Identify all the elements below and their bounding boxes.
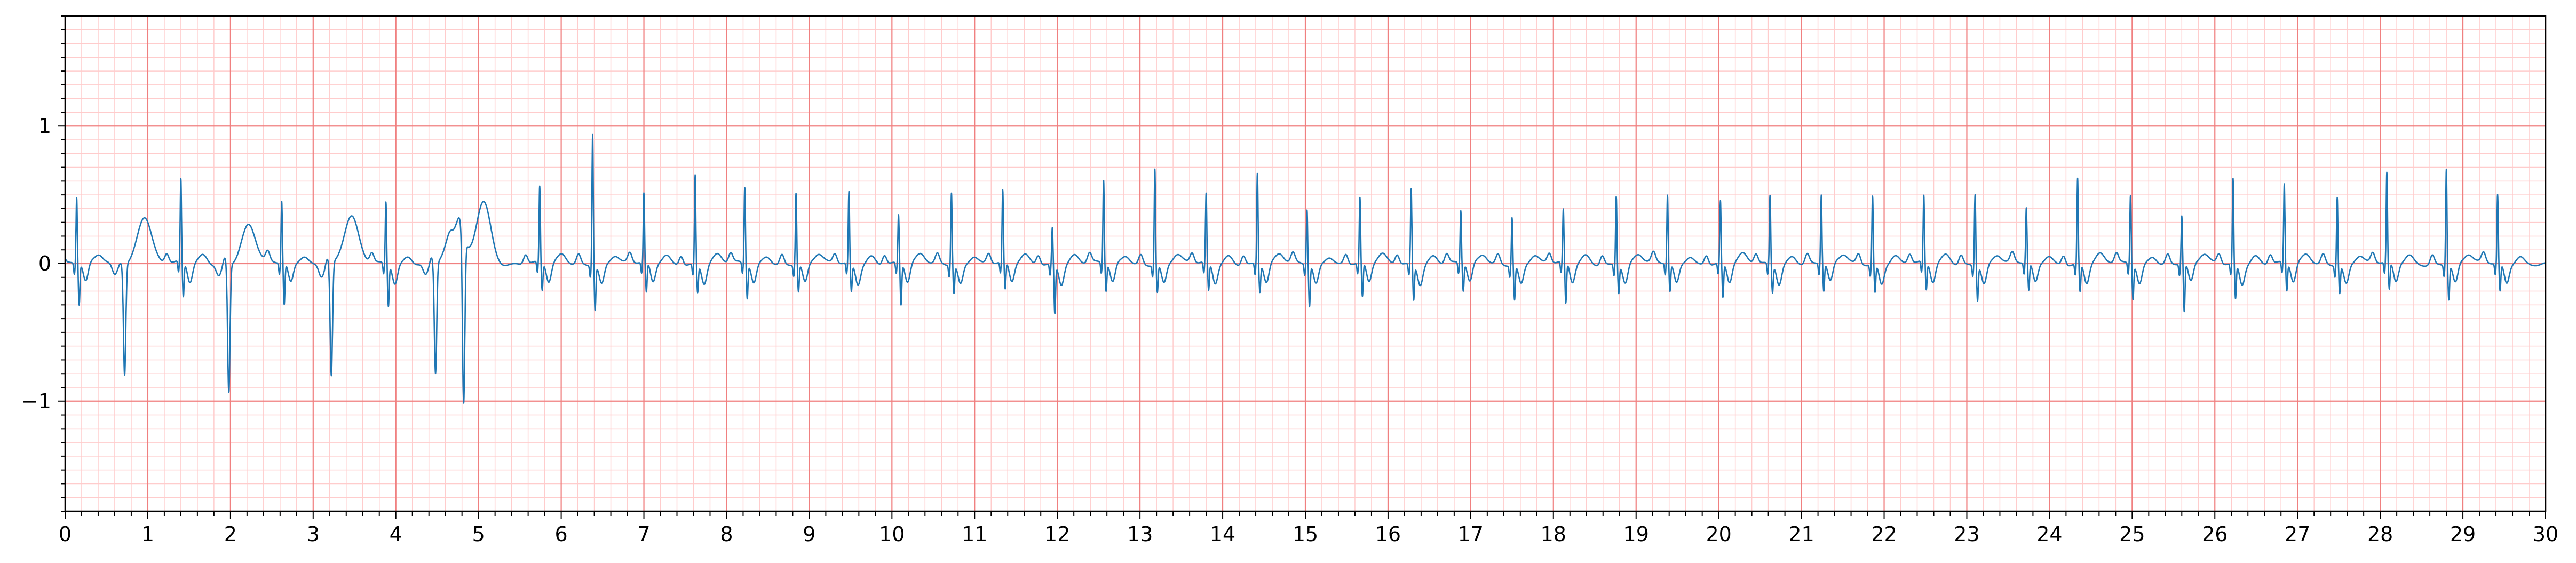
x-axis: 0 1 2 3 4 5 6 7 8 9 10 11 12 13 14 15 16 17 18 19 20 21 22 23 24… xyxy=(59,511,2558,546)
x-tick-label: 20 xyxy=(1706,522,1731,546)
x-tick-label: 24 xyxy=(2036,522,2062,546)
x-tick-label: 23 xyxy=(1954,522,1979,546)
y-tick-label: 0 xyxy=(38,252,51,275)
x-tick-label: 1 xyxy=(141,522,154,546)
x-tick-label: 28 xyxy=(2367,522,2393,546)
x-tick-label: 3 xyxy=(307,522,320,546)
x-tick-label: 27 xyxy=(2285,522,2310,546)
x-tick-label: 7 xyxy=(637,522,650,546)
x-tick-label: 22 xyxy=(1871,522,1897,546)
x-tick-label: 21 xyxy=(1788,522,1814,546)
x-tick-label: 17 xyxy=(1458,522,1484,546)
x-tick-label: 14 xyxy=(1210,522,1235,546)
x-tick-label: 18 xyxy=(1541,522,1566,546)
x-tick-label: 12 xyxy=(1044,522,1070,546)
y-tick-label: −1 xyxy=(21,390,51,413)
y-axis: −1 0 1 xyxy=(21,15,65,512)
x-tick-label: 15 xyxy=(1293,522,1318,546)
x-tick-label: 9 xyxy=(803,522,815,546)
x-tick-label: 4 xyxy=(390,522,402,546)
x-tick-label: 26 xyxy=(2202,522,2228,546)
y-tick-label: 1 xyxy=(38,114,51,138)
x-tick-label: 5 xyxy=(472,522,485,546)
ecg-signal-line xyxy=(64,133,2546,404)
x-tick-label: 16 xyxy=(1375,522,1401,546)
x-tick-label: 19 xyxy=(1623,522,1649,546)
x-tick-label: 29 xyxy=(2450,522,2476,546)
x-tick-label: 13 xyxy=(1127,522,1153,546)
x-tick-label: 11 xyxy=(962,522,987,546)
x-tick-label: 2 xyxy=(224,522,237,546)
x-tick-label: 6 xyxy=(555,522,568,546)
x-tick-label: 0 xyxy=(59,522,72,546)
x-tick-label: 8 xyxy=(720,522,733,546)
x-tick-label: 10 xyxy=(879,522,905,546)
x-tick-label: 25 xyxy=(2119,522,2145,546)
x-tick-label: 30 xyxy=(2533,522,2558,546)
